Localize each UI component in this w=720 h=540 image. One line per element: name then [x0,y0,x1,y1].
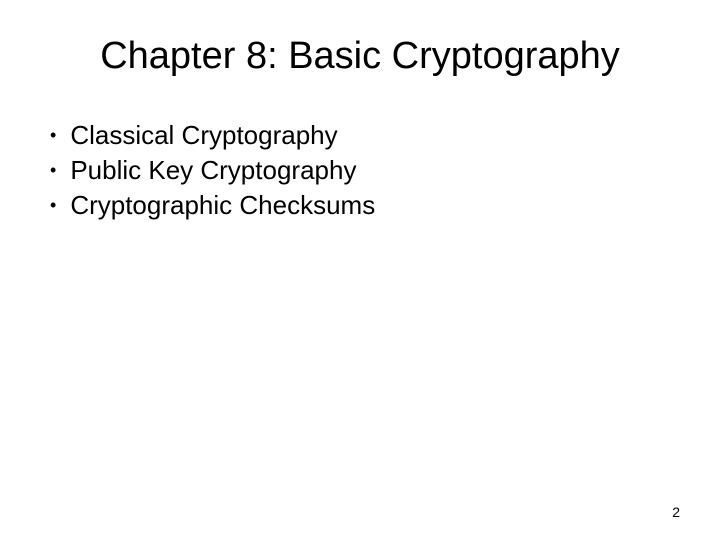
bullet-text: Classical Cryptography [70,118,337,153]
bullet-icon: • [50,188,56,222]
list-item: • Cryptographic Checksums [50,188,680,223]
list-item: • Public Key Cryptography [50,153,680,188]
page-number: 2 [672,504,680,520]
list-item: • Classical Cryptography [50,118,680,153]
bullet-icon: • [50,118,56,152]
bullet-icon: • [50,153,56,187]
bullet-text: Cryptographic Checksums [70,188,375,223]
bullet-text: Public Key Cryptography [70,153,356,188]
slide-container: Chapter 8: Basic Cryptography • Classica… [0,0,720,540]
bullet-list: • Classical Cryptography • Public Key Cr… [40,118,680,223]
slide-title: Chapter 8: Basic Cryptography [40,35,680,78]
